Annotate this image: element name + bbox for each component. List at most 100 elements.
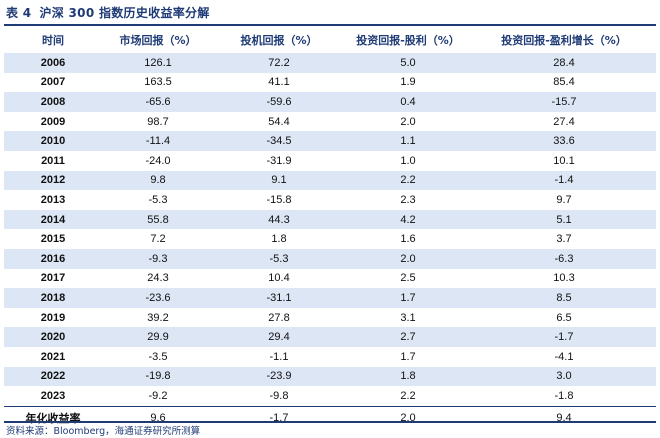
value-cell: -6.3 xyxy=(554,252,574,265)
year-cell: 2009 xyxy=(40,115,66,128)
value-cell: 98.7 xyxy=(147,115,169,128)
value-cell: 1.0 xyxy=(400,154,416,167)
top-rule xyxy=(4,24,656,26)
header-market-return: 市场回报（%） xyxy=(119,34,197,47)
bottom-rule xyxy=(4,421,656,423)
value-cell: 85.4 xyxy=(553,76,575,89)
value-cell: 55.8 xyxy=(147,213,169,226)
value-cell: -3.5 xyxy=(148,350,168,363)
table-row: 2012 9.8 9.1 2.2 -1.4 xyxy=(4,170,656,191)
year-cell: 2010 xyxy=(40,135,66,148)
year-cell: 2018 xyxy=(40,291,66,304)
table-row: 2013 -5.3 -15.8 2.3 9.7 xyxy=(4,190,656,210)
value-cell: 6.5 xyxy=(556,311,572,324)
value-cell: -23.6 xyxy=(145,291,171,304)
table-row: 2016 -9.3 -5.3 2.0 -6.3 xyxy=(4,248,656,269)
table-row: 2014 55.8 44.3 4.2 5.1 xyxy=(4,209,656,230)
year-cell: 2012 xyxy=(40,174,66,187)
table-title-text: 沪深 300 指数历史收益率分解 xyxy=(39,6,210,20)
value-cell: 27.4 xyxy=(553,115,575,128)
year-cell: 2016 xyxy=(40,252,66,265)
value-cell: -5.3 xyxy=(269,252,289,265)
table-row: 2007 163.5 41.1 1.9 85.4 xyxy=(4,73,656,93)
value-cell: 29.9 xyxy=(147,331,169,344)
value-cell: 54.4 xyxy=(268,115,290,128)
value-cell: -15.8 xyxy=(266,193,292,206)
value-cell: 29.4 xyxy=(268,331,290,344)
value-cell: 10.4 xyxy=(268,272,290,285)
value-cell: 2.0 xyxy=(400,115,416,128)
value-cell: 3.7 xyxy=(556,233,572,246)
value-cell: 28.4 xyxy=(553,56,575,69)
header-time: 时间 xyxy=(42,34,64,47)
year-cell: 2015 xyxy=(40,233,66,246)
value-cell: -31.9 xyxy=(266,154,292,167)
table-body: 2006 126.1 72.2 5.0 28.4 2007 163.5 41.1 1.9 85.4… xyxy=(4,53,656,406)
value-cell: -11.4 xyxy=(145,135,171,148)
year-cell: 2007 xyxy=(40,76,66,89)
summary-cell: -1.7 xyxy=(269,411,289,424)
year-cell: 2006 xyxy=(40,56,66,69)
summary-cell: 9.4 xyxy=(556,411,572,424)
value-cell: 2.5 xyxy=(400,272,416,285)
value-cell: 4.2 xyxy=(400,213,416,226)
value-cell: 2.7 xyxy=(400,331,416,344)
value-cell: 0.4 xyxy=(400,95,416,108)
value-cell: 41.1 xyxy=(268,76,290,89)
year-cell: 2011 xyxy=(41,154,65,167)
table-row: 2015 7.2 1.8 1.6 3.7 xyxy=(4,229,656,249)
year-cell: 2021 xyxy=(40,350,66,363)
value-cell: 7.2 xyxy=(150,233,166,246)
table-row: 2011 -24.0 -31.9 1.0 10.1 xyxy=(4,151,656,171)
value-cell: 44.3 xyxy=(268,213,290,226)
value-cell: 1.7 xyxy=(400,350,416,363)
year-cell: 2014 xyxy=(40,213,66,226)
value-cell: 2.0 xyxy=(400,252,416,265)
value-cell: 8.5 xyxy=(556,291,572,304)
value-cell: 5.1 xyxy=(556,213,572,226)
value-cell: 2.2 xyxy=(400,389,416,402)
value-cell: -24.0 xyxy=(145,154,171,167)
value-cell: 1.8 xyxy=(400,370,416,383)
table-row: 2019 39.2 27.8 3.1 6.5 xyxy=(4,308,656,328)
value-cell: -15.7 xyxy=(551,95,577,108)
value-cell: 1.9 xyxy=(400,76,416,89)
value-cell: -59.6 xyxy=(266,95,292,108)
value-cell: -65.6 xyxy=(145,95,171,108)
table-row: 2009 98.7 54.4 2.0 27.4 xyxy=(4,112,656,132)
value-cell: -1.1 xyxy=(269,350,289,363)
table-row: 2010 -11.4 -34.5 1.1 33.6 xyxy=(4,131,656,151)
value-cell: 10.3 xyxy=(553,272,575,285)
summary-cell: 9.6 xyxy=(150,411,166,424)
value-cell: 126.1 xyxy=(144,56,172,69)
value-cell: -9.8 xyxy=(269,389,289,402)
value-cell: 1.1 xyxy=(400,135,416,148)
value-cell: -19.8 xyxy=(145,370,171,383)
value-cell: -1.4 xyxy=(554,174,574,187)
value-cell: -1.7 xyxy=(554,331,574,344)
value-cell: 163.5 xyxy=(144,76,172,89)
table-row: 2018 -23.6 -31.1 1.7 8.5 xyxy=(4,288,656,308)
value-cell: 2.3 xyxy=(400,193,416,206)
value-cell: 24.3 xyxy=(147,272,169,285)
value-cell: 10.1 xyxy=(553,154,575,167)
header-earnings-growth-return: 投资回报-盈利增长（%） xyxy=(501,34,627,47)
value-cell: -31.1 xyxy=(266,291,292,304)
value-cell: -9.2 xyxy=(148,389,168,402)
summary-cell: 2.0 xyxy=(400,411,416,424)
value-cell: -9.3 xyxy=(148,252,168,265)
table-row: 2008 -65.6 -59.6 0.4 -15.7 xyxy=(4,92,656,112)
value-cell: 9.1 xyxy=(271,174,287,187)
table-row: 2022 -19.8 -23.9 1.8 3.0 xyxy=(4,366,656,387)
table-number: 表 4 xyxy=(6,6,32,20)
value-cell: 1.7 xyxy=(400,291,416,304)
value-cell: 1.6 xyxy=(400,233,416,246)
value-cell: 3.1 xyxy=(400,311,416,324)
header-dividend-return: 投资回报-股利（%） xyxy=(356,34,460,47)
value-cell: -1.8 xyxy=(554,389,574,402)
table-title: 表 4 沪深 300 指数历史收益率分解 xyxy=(6,4,210,21)
value-cell: 39.2 xyxy=(147,311,169,324)
table-row: 2017 24.3 10.4 2.5 10.3 xyxy=(4,269,656,289)
value-cell: 1.8 xyxy=(271,233,287,246)
